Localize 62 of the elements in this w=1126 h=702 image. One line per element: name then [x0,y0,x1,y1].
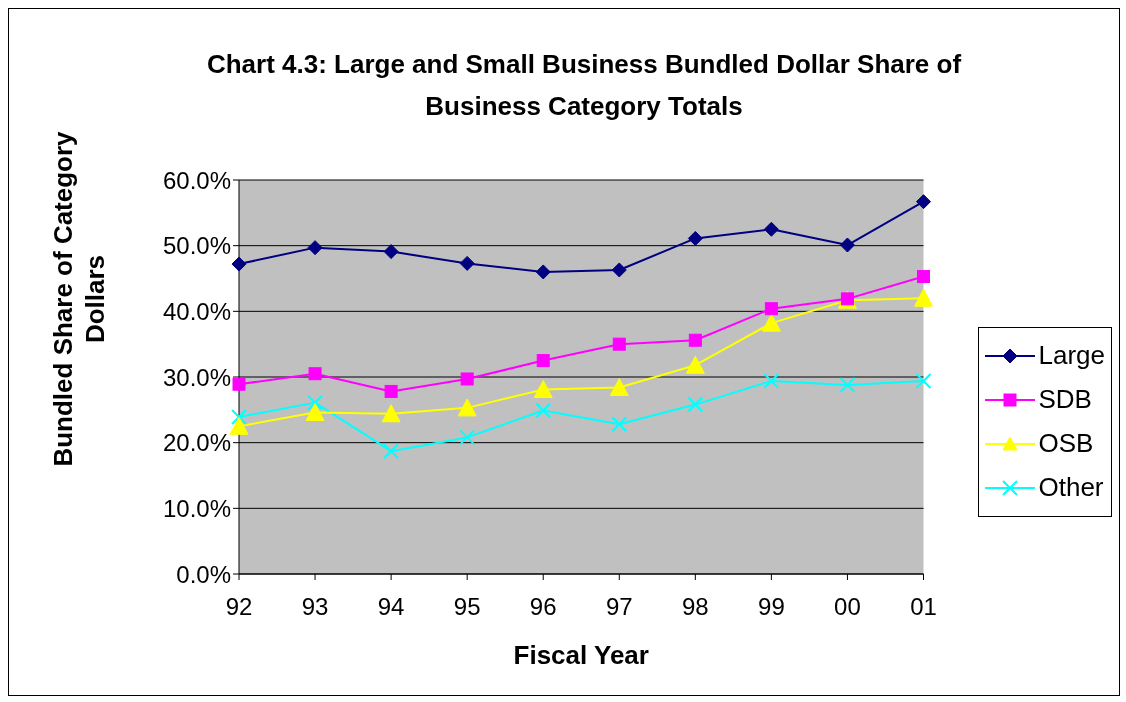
legend-label: Large [1038,340,1105,371]
y-axis-title: Bundled Share of Category Dollars [47,130,111,469]
x-tick-label: 96 [529,593,557,621]
y-tick-label: 0.0% [176,560,231,588]
point [459,255,475,271]
point [535,402,552,419]
point [915,372,932,389]
point [916,194,931,210]
point [231,256,247,272]
point [232,377,246,391]
point [459,429,476,446]
x-tick-label: 99 [758,593,785,621]
x-tick-label: 00 [834,593,861,621]
point [229,416,249,435]
point [384,384,398,398]
point [535,264,551,280]
legend-label: SDB [1038,384,1092,415]
y-tick-label: 40.0% [162,297,231,325]
point [763,221,779,237]
point [533,379,553,398]
chart-title: Chart 4.3: Large and Small Business Bundled Dollar Share of Business Category Totals [205,48,963,123]
point [764,302,778,316]
legend-label: OSB [1038,428,1094,459]
legend-label: Other [1038,472,1104,503]
point [761,313,781,332]
y-tick-label: 20.0% [162,429,231,457]
point [383,244,399,260]
point [307,394,324,411]
point [536,354,550,368]
y-tick-label: 10.0% [162,494,231,522]
point [609,378,629,397]
point [917,270,930,284]
point [305,402,325,421]
y-tick-label: 30.0% [162,363,231,391]
point [687,396,704,413]
point [308,367,322,381]
x-tick-label: 94 [377,593,405,621]
x-tick-label: 98 [681,593,709,621]
x-tick-label: 97 [605,593,633,621]
point [457,398,477,417]
x-tick-label: 92 [225,593,253,621]
point [611,262,627,278]
point [307,240,323,256]
point [612,337,626,351]
point [688,333,702,347]
y-tick-label: 50.0% [162,232,231,260]
point [231,409,247,426]
x-axis-title: Fiscal Year [513,640,649,670]
point [460,372,474,386]
x-tick-label: 01 [910,593,937,621]
x-tick-label: 93 [301,593,329,621]
point [763,372,780,389]
point [611,416,628,433]
point [687,230,703,246]
point [685,355,705,374]
point [383,443,400,460]
x-tick-label: 95 [453,593,481,621]
point [839,376,856,393]
y-tick-label: 60.0% [162,166,231,194]
point [839,237,855,253]
point [381,404,401,423]
point [914,288,933,307]
